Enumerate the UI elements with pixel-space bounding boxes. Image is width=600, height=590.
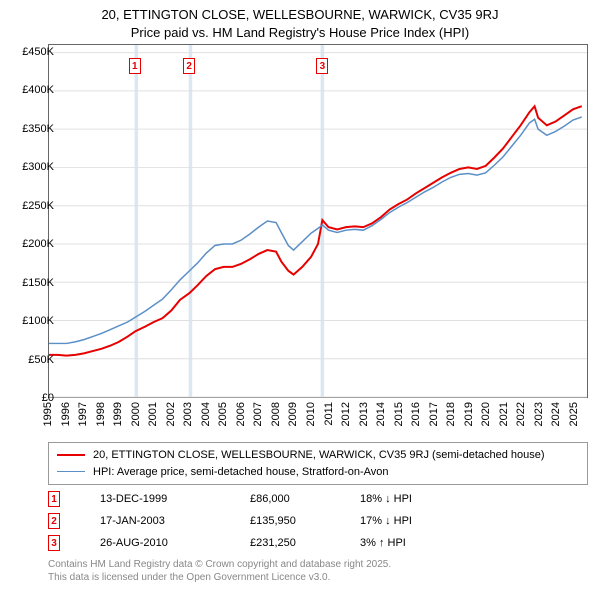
x-tick-label: 2011	[323, 402, 335, 426]
chart-marker: 3	[316, 58, 328, 74]
x-tick-label: 2022	[515, 402, 527, 426]
x-tick-label: 2013	[358, 402, 370, 426]
x-tick-label: 2019	[463, 402, 475, 426]
y-tick-label: £100K	[10, 315, 54, 327]
legend-item: HPI: Average price, semi-detached house,…	[57, 464, 579, 481]
legend-label: HPI: Average price, semi-detached house,…	[93, 464, 389, 481]
x-tick-label: 2010	[305, 402, 317, 426]
x-tick-label: 2009	[287, 402, 299, 426]
x-tick-label: 1997	[77, 402, 89, 426]
sale-event-row: 1 13-DEC-1999£86,00018% ↓ HPI	[48, 488, 588, 510]
chart-plot-area	[48, 44, 588, 398]
x-tick-label: 2007	[252, 402, 264, 426]
x-tick-label: 2020	[480, 402, 492, 426]
event-diff: 17% ↓ HPI	[360, 515, 412, 527]
event-date: 26-AUG-2010	[100, 537, 250, 549]
sale-event-row: 2 17-JAN-2003£135,95017% ↓ HPI	[48, 510, 588, 532]
event-marker: 3	[48, 535, 60, 551]
x-tick-label: 1996	[60, 402, 72, 426]
x-tick-label: 2015	[393, 402, 405, 426]
legend: 20, ETTINGTON CLOSE, WELLESBOURNE, WARWI…	[48, 442, 588, 485]
legend-label: 20, ETTINGTON CLOSE, WELLESBOURNE, WARWI…	[93, 447, 545, 464]
highlight-band	[135, 45, 138, 397]
highlight-band	[189, 45, 192, 397]
x-tick-label: 2024	[550, 402, 562, 426]
x-tick-label: 2014	[375, 402, 387, 426]
x-tick-label: 2001	[147, 402, 159, 426]
chart-marker: 1	[129, 58, 141, 74]
x-tick-label: 2023	[533, 402, 545, 426]
title-line-2: Price paid vs. HM Land Registry's House …	[0, 24, 600, 42]
y-tick-label: £200K	[10, 238, 54, 250]
x-tick-label: 2002	[165, 402, 177, 426]
chart-title: 20, ETTINGTON CLOSE, WELLESBOURNE, WARWI…	[0, 0, 600, 41]
x-tick-label: 2004	[200, 402, 212, 426]
x-tick-label: 2008	[270, 402, 282, 426]
y-tick-label: £250K	[10, 200, 54, 212]
footnote: Contains HM Land Registry data © Crown c…	[48, 558, 588, 584]
chart-svg	[49, 45, 587, 397]
footnote-line-1: Contains HM Land Registry data © Crown c…	[48, 558, 588, 571]
event-price: £135,950	[250, 515, 360, 527]
legend-item: 20, ETTINGTON CLOSE, WELLESBOURNE, WARWI…	[57, 447, 579, 464]
sale-event-row: 3 26-AUG-2010£231,2503% ↑ HPI	[48, 532, 588, 554]
y-tick-label: £300K	[10, 161, 54, 173]
event-marker: 1	[48, 491, 60, 507]
event-diff: 3% ↑ HPI	[360, 537, 406, 549]
x-tick-label: 2005	[217, 402, 229, 426]
event-diff: 18% ↓ HPI	[360, 493, 412, 505]
x-tick-label: 2012	[340, 402, 352, 426]
y-tick-label: £350K	[10, 123, 54, 135]
legend-swatch	[57, 471, 85, 472]
x-tick-label: 1999	[112, 402, 124, 426]
x-tick-label: 2018	[445, 402, 457, 426]
x-tick-label: 1995	[42, 402, 54, 426]
x-tick-label: 2006	[235, 402, 247, 426]
x-tick-label: 1998	[95, 402, 107, 426]
title-line-1: 20, ETTINGTON CLOSE, WELLESBOURNE, WARWI…	[0, 6, 600, 24]
event-date: 17-JAN-2003	[100, 515, 250, 527]
x-tick-label: 2016	[410, 402, 422, 426]
y-tick-label: £50K	[10, 354, 54, 366]
x-tick-label: 2017	[428, 402, 440, 426]
x-tick-label: 2021	[498, 402, 510, 426]
chart-marker: 2	[183, 58, 195, 74]
event-date: 13-DEC-1999	[100, 493, 250, 505]
x-tick-label: 2000	[130, 402, 142, 426]
event-marker: 2	[48, 513, 60, 529]
x-tick-label: 2003	[182, 402, 194, 426]
legend-swatch	[57, 454, 85, 456]
footnote-line-2: This data is licensed under the Open Gov…	[48, 571, 588, 584]
x-tick-label: 2025	[568, 402, 580, 426]
y-tick-label: £400K	[10, 84, 54, 96]
event-price: £86,000	[250, 493, 360, 505]
event-price: £231,250	[250, 537, 360, 549]
y-tick-label: £450K	[10, 46, 54, 58]
sale-events-table: 1 13-DEC-1999£86,00018% ↓ HPI 2 17-JAN-2003…	[48, 488, 588, 554]
y-tick-label: £150K	[10, 277, 54, 289]
